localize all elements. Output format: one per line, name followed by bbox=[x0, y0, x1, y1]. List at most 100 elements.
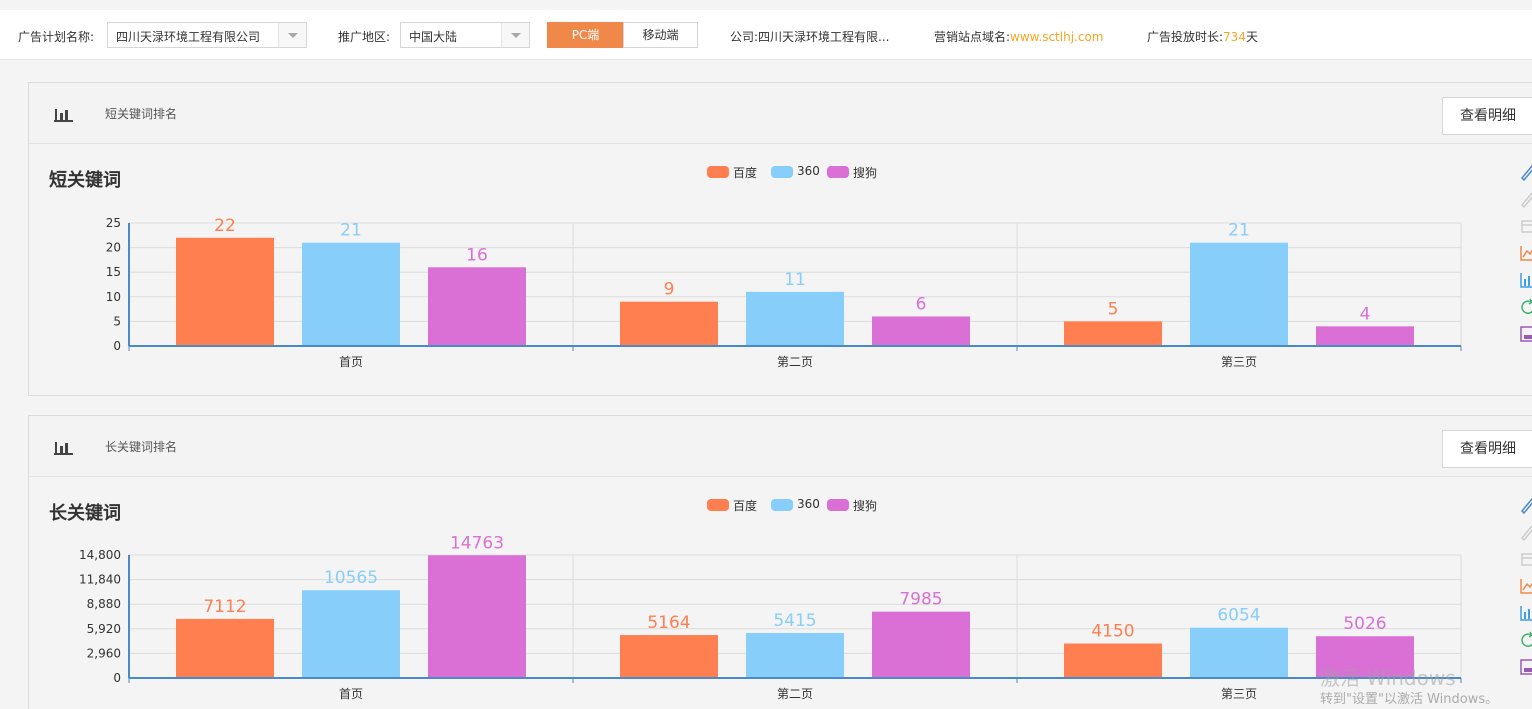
company-label: 公司: bbox=[730, 30, 759, 44]
panel-header: 短关键词排名 查看明细 bbox=[29, 83, 1532, 144]
panel-title: 长关键词排名 bbox=[105, 440, 178, 454]
domain-info: 营销站点域名:www.sctlhj.com bbox=[934, 28, 1103, 45]
duration-info: 广告投放时长:734天 bbox=[1147, 28, 1258, 45]
bar-value-label: 14763 bbox=[450, 533, 504, 553]
bar-value-label: 5164 bbox=[647, 613, 690, 633]
bar-chart-icon bbox=[54, 109, 73, 122]
bar-value-label: 5026 bbox=[1343, 614, 1386, 634]
bar-sogou[interactable] bbox=[1316, 326, 1414, 346]
bar-baidu[interactable] bbox=[620, 635, 718, 678]
legend-label: 360 bbox=[797, 164, 820, 178]
bar-value-label: 7112 bbox=[203, 597, 246, 617]
x-tick-label: 第二页 bbox=[777, 687, 813, 701]
bar-sogou[interactable] bbox=[428, 267, 526, 346]
bar-value-label: 10565 bbox=[324, 568, 378, 588]
bar-baidu[interactable] bbox=[1064, 321, 1162, 346]
legend-label: 百度 bbox=[733, 499, 758, 513]
legend-swatch bbox=[771, 499, 793, 511]
y-tick-label: 8,880 bbox=[87, 597, 121, 611]
refresh-icon[interactable] bbox=[1519, 631, 1532, 649]
region-select-value: 中国大陆 bbox=[409, 30, 458, 44]
y-tick-label: 5 bbox=[113, 314, 121, 328]
duration-value: 734 bbox=[1223, 30, 1246, 44]
edit-disabled-icon[interactable] bbox=[1519, 190, 1532, 209]
bar-360[interactable] bbox=[746, 632, 844, 678]
bar-360[interactable] bbox=[302, 242, 400, 346]
legend-swatch bbox=[771, 166, 793, 178]
bar-sogou[interactable] bbox=[872, 316, 970, 346]
y-tick-label: 25 bbox=[106, 216, 121, 230]
bar-chart-icon bbox=[54, 442, 73, 455]
bar-value-label: 9 bbox=[664, 280, 675, 300]
y-tick-label: 15 bbox=[106, 265, 121, 279]
bar-baidu[interactable] bbox=[176, 618, 274, 678]
duration-unit: 天 bbox=[1245, 30, 1258, 44]
plan-select[interactable]: 四川天渌环境工程有限公司 bbox=[107, 22, 307, 48]
save-image-icon[interactable] bbox=[1519, 325, 1532, 343]
tab-mobile[interactable]: 移动端 bbox=[623, 22, 698, 48]
bar-chart-icon[interactable] bbox=[1519, 271, 1532, 289]
bar-baidu[interactable] bbox=[176, 237, 274, 346]
bar-sogou[interactable] bbox=[872, 611, 970, 678]
edit-icon[interactable] bbox=[1519, 496, 1532, 515]
short-keyword-panel: 短关键词排名 查看明细 短关键词 百度 360 搜狗 0 5 10 15 20 25 22 2… bbox=[28, 82, 1532, 396]
y-tick-label: 20 bbox=[106, 241, 121, 255]
x-tick-label: 首页 bbox=[339, 687, 363, 701]
bar-360[interactable] bbox=[1190, 242, 1288, 346]
bar-sogou[interactable] bbox=[428, 555, 526, 678]
long-keyword-panel: 长关键词排名 查看明细 长关键词 百度 360 搜狗 0 2,960 5,920 8,… bbox=[28, 415, 1532, 709]
legend-label: 搜狗 bbox=[853, 499, 878, 513]
legend-label: 360 bbox=[797, 497, 820, 511]
data-view-icon[interactable] bbox=[1519, 550, 1532, 568]
bar-360[interactable] bbox=[302, 590, 400, 678]
y-tick-label: 5,920 bbox=[87, 622, 121, 636]
bar-value-label: 21 bbox=[340, 221, 362, 241]
chart-title: 短关键词 bbox=[49, 170, 121, 191]
data-view-icon[interactable] bbox=[1519, 217, 1532, 235]
bar-360[interactable] bbox=[1190, 627, 1288, 678]
x-tick-label: 第三页 bbox=[1221, 687, 1257, 701]
legend-swatch bbox=[707, 499, 729, 511]
bar-value-label: 4 bbox=[1360, 304, 1371, 324]
save-image-icon[interactable] bbox=[1519, 658, 1532, 676]
domain-label: 营销站点域名: bbox=[934, 30, 1011, 44]
refresh-icon[interactable] bbox=[1519, 298, 1532, 316]
legend-swatch bbox=[827, 166, 849, 178]
short-keyword-chart: 0 5 10 15 20 25 22 21 16 首页 9 11 6 第二页 5 21 4 第三页 bbox=[106, 216, 1462, 369]
chart-title: 长关键词 bbox=[49, 503, 121, 524]
bar-baidu[interactable] bbox=[620, 301, 718, 346]
bar-value-label: 22 bbox=[214, 216, 236, 236]
y-tick-label: 14,800 bbox=[79, 548, 121, 562]
filter-bar: 广告计划名称: 四川天渌环境工程有限公司 推广地区: 中国大陆 PC端 移动端 … bbox=[0, 10, 1532, 60]
tab-pc[interactable]: PC端 bbox=[547, 22, 624, 48]
panel-title: 短关键词排名 bbox=[105, 107, 178, 121]
region-select[interactable]: 中国大陆 bbox=[400, 22, 530, 48]
y-tick-label: 2,960 bbox=[87, 646, 121, 660]
legend-swatch bbox=[827, 499, 849, 511]
bar-value-label: 6 bbox=[916, 294, 927, 314]
line-chart-icon[interactable] bbox=[1519, 244, 1532, 262]
bar-value-label: 16 bbox=[466, 245, 488, 265]
y-tick-label: 0 bbox=[113, 671, 121, 685]
windows-watermark: 激活 Windows bbox=[1320, 666, 1456, 690]
legend-label: 百度 bbox=[733, 166, 758, 180]
legend-swatch bbox=[707, 166, 729, 178]
windows-watermark-hint: 转到"设置"以激活 Windows。 bbox=[1320, 692, 1499, 707]
domain-link[interactable]: www.sctlhj.com bbox=[1010, 30, 1104, 44]
x-tick-label: 第三页 bbox=[1221, 355, 1257, 369]
bar-baidu[interactable] bbox=[1064, 643, 1162, 678]
plan-select-value: 四川天渌环境工程有限公司 bbox=[116, 30, 261, 44]
view-detail-button[interactable]: 查看明细 bbox=[1442, 97, 1532, 135]
line-chart-icon[interactable] bbox=[1519, 577, 1532, 595]
bar-sogou[interactable] bbox=[1316, 636, 1414, 678]
bar-360[interactable] bbox=[746, 291, 844, 346]
bar-value-label: 4150 bbox=[1091, 622, 1134, 642]
edit-disabled-icon[interactable] bbox=[1519, 523, 1532, 542]
bar-value-label: 11 bbox=[784, 270, 806, 290]
bar-value-label: 5 bbox=[1108, 299, 1119, 319]
edit-icon[interactable] bbox=[1519, 163, 1532, 182]
y-tick-label: 11,840 bbox=[79, 573, 121, 587]
chevron-down-icon bbox=[278, 23, 306, 47]
bar-chart-icon[interactable] bbox=[1519, 604, 1532, 622]
view-detail-button[interactable]: 查看明细 bbox=[1442, 430, 1532, 468]
